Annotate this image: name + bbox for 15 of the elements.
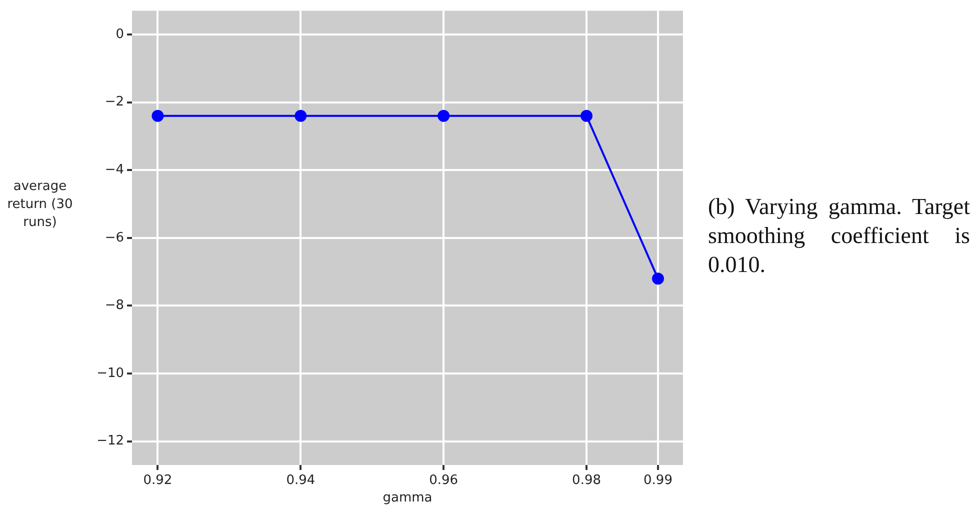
y-tick-label: −10 [96,366,124,381]
x-tick-label: 0.99 [644,473,672,488]
x-tick-label: 0.98 [572,473,601,488]
x-axis-title: gamma [382,490,432,506]
y-tick-label: −8 [104,298,124,314]
x-tick-label: 0.92 [143,473,172,488]
y-tick-label: −12 [96,434,124,449]
x-tick-label: 0.96 [429,473,458,488]
y-tick-label: 0 [116,26,124,42]
y-tick-label: −4 [104,162,124,178]
y-axis-title: average return (30 runs) [6,178,74,232]
y-tick-label: −2 [104,94,124,110]
text: (b) Varying gamma. Target smoothing coefficient is 0.010. [708,193,970,279]
x-tick-label: 0.94 [286,473,316,488]
y-tick-label: −6 [104,230,124,246]
